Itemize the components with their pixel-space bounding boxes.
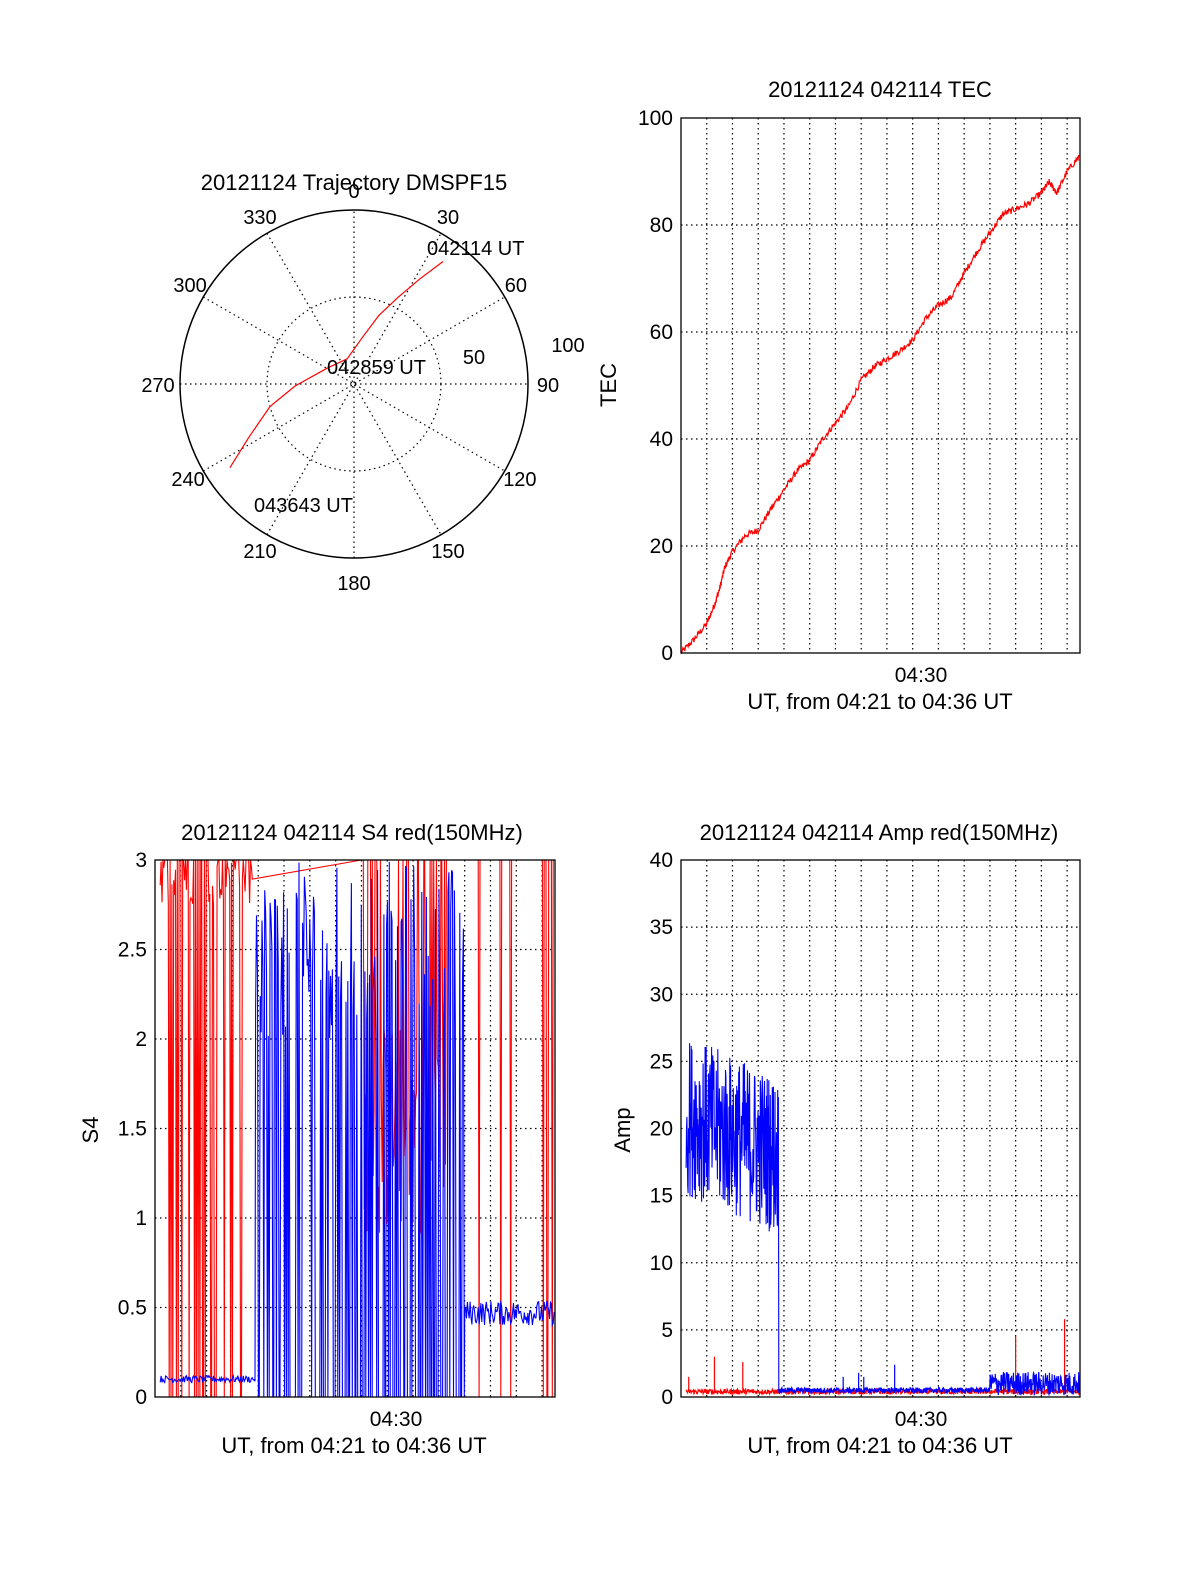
polar-title: 20121124 Trajectory DMSPF15 [201,170,508,195]
s4-title: 20121124 042114 S4 red(150MHz) [181,820,523,845]
polar-panel: 20121124 Trajectory DMSPF15 0 30 60 90 120 15… [141,170,584,595]
s4-y-tick-6: 3 [135,849,147,872]
s4-y-label: S4 [78,1117,103,1144]
amp-y-tick-1: 5 [661,1319,673,1342]
amp-y-tick-7: 35 [650,916,673,939]
polar-azimuth-label-300: 300 [173,275,206,297]
amp-x-tick-0430: 04:30 [895,1408,948,1431]
tec-series-line [680,154,1080,655]
polar-annotation-end: 043643 UT [254,495,353,517]
tec-y-tick-5: 100 [638,107,673,130]
amp-y-tick-4: 20 [650,1118,673,1141]
polar-annotation-start: 042114 UT [427,238,524,260]
amp-y-tick-0: 0 [661,1386,673,1409]
s4-y-tick-1: 0.5 [118,1297,147,1320]
tec-x-tick-0430: 04:30 [895,664,948,687]
s4-frame [154,859,556,1398]
polar-radius-label-50: 50 [463,347,485,369]
amp-y-tick-2: 10 [650,1252,673,1275]
amp-frame [680,859,1081,1398]
polar-ring-50 [266,296,442,472]
polar-azimuth-label-120: 120 [503,469,536,491]
tec-grid [681,118,1080,653]
s4-y-tick-0: 0 [135,1386,147,1409]
amp-panel: 20121124 042114 Amp red(150MHz) 0 5 10 15 20… [610,820,1081,1458]
polar-annotation-mid: 042859 UT [327,357,426,379]
amp-y-tick-5: 25 [650,1050,673,1073]
amp-y-tick-6: 30 [650,983,673,1006]
polar-spoke-30 [266,233,442,535]
s4-y-tick-2: 1 [135,1207,147,1230]
tec-y-ticks: 0 20 40 60 80 100 [638,107,673,665]
s4-y-tick-5: 2.5 [118,939,147,962]
polar-track-series [229,261,444,469]
tec-y-tick-4: 80 [650,214,673,237]
polar-azimuth-label-240: 240 [171,469,204,491]
polar-azimuth-label-30: 30 [437,207,459,229]
tec-y-tick-0: 0 [661,642,673,665]
amp-y-tick-3: 15 [650,1185,673,1208]
s4-panel: 20121124 042114 S4 red(150MHz) 0 0.5 1 1.5 2… [78,820,556,1458]
s4-x-label: UT, from 04:21 to 04:36 UT [221,1433,486,1458]
s4-y-tick-4: 2 [135,1028,147,1051]
polar-azimuth-label-270: 270 [141,375,174,397]
amp-x-label: UT, from 04:21 to 04:36 UT [747,1433,1012,1458]
tec-y-tick-2: 40 [650,428,673,451]
tec-y-tick-3: 60 [650,321,673,344]
s4-series-blue [159,861,555,1398]
s4-x-tick-0430: 04:30 [370,1408,423,1431]
s4-y-tick-3: 1.5 [118,1118,147,1141]
s4-y-ticks: 0 0.5 1 1.5 2 2.5 3 [118,849,147,1409]
amp-y-ticks: 0 5 10 15 20 25 30 35 40 [650,849,673,1409]
polar-azimuth-label-0: 0 [348,181,359,203]
tec-series [680,154,1080,655]
polar-azimuth-label-330: 330 [243,207,276,229]
polar-azimuth-label-180: 180 [337,573,370,595]
polar-spoke-150 [266,233,442,535]
polar-grid [179,209,529,559]
amp-title: 20121124 042114 Amp red(150MHz) [700,820,1059,845]
tec-frame [680,117,1081,654]
tec-x-label: UT, from 04:21 to 04:36 UT [747,689,1012,714]
polar-spoke-120 [203,296,505,472]
polar-azimuth-labels: 0 30 60 90 120 150 180 210 240 270 300 330 [141,181,559,595]
polar-spoke-60 [203,296,505,472]
amp-y-label: Amp [610,1107,635,1152]
tec-panel: 20121124 042114 TEC 0 20 40 60 80 100 04:30 U… [596,77,1081,714]
tec-title: 20121124 042114 TEC [768,77,992,102]
polar-azimuth-label-60: 60 [505,275,527,297]
polar-azimuth-label-90: 90 [537,375,559,397]
tec-y-label: TEC [596,363,621,407]
tec-y-tick-1: 20 [650,535,673,558]
polar-azimuth-label-150: 150 [431,541,464,563]
polar-azimuth-label-210: 210 [243,541,276,563]
amp-series [685,1043,1081,1397]
amp-series-blue [685,1043,1081,1397]
amp-y-tick-8: 40 [650,849,673,872]
polar-radius-label-100: 100 [551,335,584,357]
